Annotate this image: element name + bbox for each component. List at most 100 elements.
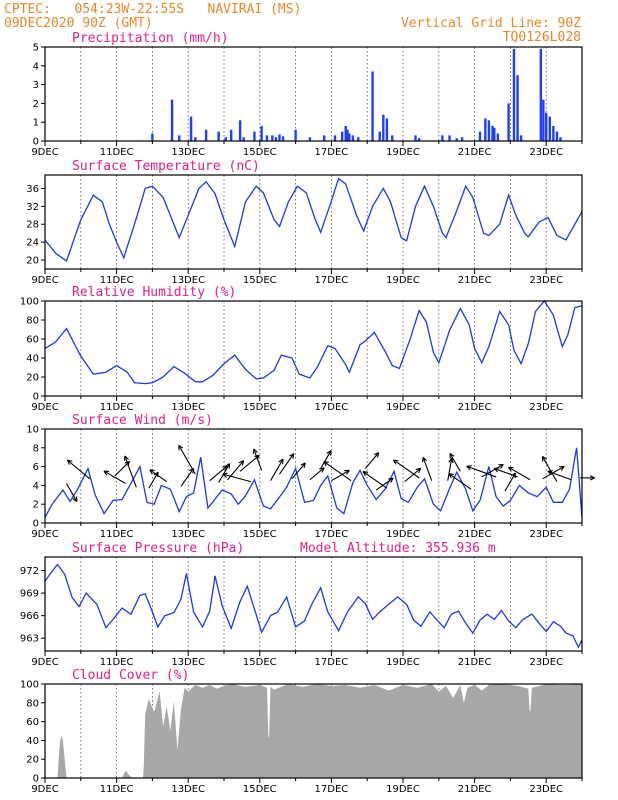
x-tick-label: 15DEC: [243, 147, 277, 158]
x-tick-label: 9DEC: [31, 784, 58, 795]
precip-bar: [496, 133, 500, 141]
precip-bar: [253, 131, 256, 141]
x-tick-label: 11DEC: [100, 275, 134, 286]
panel-temp: 20 24 28 32 36 9DEC 11DEC 13DEC 15DEC 17DEC 19DEC 2…: [26, 159, 583, 286]
y-tick-label: 963: [20, 634, 39, 645]
panel-precip: 0 1 2 3 4 5 9DEC 11DEC 13DEC 15DEC 17DEC 19DEC 21DEC…: [31, 31, 583, 158]
wind-arrow: [364, 452, 380, 469]
wind-arrow: [66, 459, 91, 480]
y-tick-label: 100: [20, 297, 39, 308]
x-tick-label: 21DEC: [458, 402, 492, 413]
precip-bar: [487, 120, 491, 141]
x-tick-label: 9DEC: [31, 529, 58, 540]
y-tick-label: 80: [26, 698, 39, 709]
precip-bar: [555, 131, 559, 141]
panel-pressure: 963 966 969 972 9DEC 11DEC 13DEC 15DEC 17DEC 19DE…: [20, 541, 583, 668]
header-run: 09DEC2020 90Z (GMT): [4, 16, 153, 31]
wind-arrow: [103, 470, 126, 484]
precip-bar: [348, 133, 351, 141]
wind-arrow: [291, 462, 306, 480]
y-tick-label: 0: [33, 519, 39, 530]
precip-bar: [260, 125, 263, 141]
wind-arrow: [422, 456, 433, 481]
x-tick-label: 21DEC: [458, 529, 492, 540]
x-tick-label: 13DEC: [171, 147, 205, 158]
precip-bar: [271, 135, 274, 141]
precip-bar: [512, 48, 516, 141]
precip-bar: [340, 131, 344, 141]
wind-arrow: [404, 467, 422, 483]
plot-frame: [44, 556, 583, 652]
wind-arrow: [252, 448, 263, 471]
x-tick-label: 13DEC: [171, 657, 205, 668]
y-tick-label: 40: [26, 736, 39, 747]
precip-bar: [194, 137, 197, 141]
y-tick-label: 20: [26, 755, 39, 766]
precip-bar: [344, 125, 347, 141]
y-tick-label: 28: [26, 220, 39, 231]
wind-arrows: [66, 444, 595, 502]
precip-bar: [278, 134, 281, 141]
precip-bar: [274, 137, 278, 141]
x-tick-label: 15DEC: [243, 784, 277, 795]
panel-title: Surface Temperature (nC): [72, 159, 260, 174]
x-tick-label: 15DEC: [243, 529, 277, 540]
y-tick-label: 1: [33, 118, 39, 129]
x-tick-label: 11DEC: [100, 657, 134, 668]
precip-bar: [491, 125, 494, 141]
plot-frame: [44, 46, 583, 142]
wind-arrow: [393, 459, 420, 479]
wind-arrow: [279, 453, 295, 475]
precip-bar: [217, 131, 220, 141]
x-tick-label: 13DEC: [171, 402, 205, 413]
wind-arrow: [149, 469, 168, 483]
x-tick-label: 13DEC: [171, 784, 205, 795]
precip-bar: [414, 135, 417, 141]
y-tick-label: 6: [33, 462, 39, 473]
x-tick-label: 9DEC: [31, 147, 58, 158]
precip-bar: [559, 137, 562, 141]
precip-bar: [493, 127, 496, 141]
wind-arrow: [542, 465, 565, 480]
precip-bar: [455, 138, 458, 141]
x-tick-label: 11DEC: [100, 402, 134, 413]
precip-bar: [478, 131, 482, 141]
precip-bar: [294, 129, 297, 141]
precip-bar: [346, 129, 349, 141]
wind-arrow: [123, 455, 137, 488]
plot-frame: [44, 300, 583, 397]
x-tick-label: 23DEC: [529, 147, 563, 158]
wind-arrow: [218, 463, 231, 483]
wind-arrow: [222, 472, 251, 483]
precip-bar: [189, 116, 193, 141]
y-tick-label: 0: [33, 392, 39, 403]
precip-bar: [265, 135, 269, 141]
y-tick-label: 36: [26, 184, 39, 195]
header: CPTEC: 054:23W-22:55S NAVIRAI (MS) 09DEC…: [4, 2, 581, 45]
wind-arrow: [331, 469, 350, 482]
x-tick-label: 15DEC: [243, 402, 277, 413]
wind-arrow: [320, 450, 332, 469]
wind-arrow: [323, 461, 352, 482]
precip-bar: [552, 125, 555, 141]
precip-bar: [357, 137, 360, 141]
y-tick-label: 8: [33, 443, 39, 454]
panel-title: Precipitation (mm/h): [72, 31, 229, 46]
x-tick-label: 11DEC: [100, 147, 134, 158]
x-tick-label: 17DEC: [315, 529, 349, 540]
x-tick-label: 23DEC: [529, 657, 563, 668]
panel-wind: 0 2 4 6 8 10 9DEC 11DEC 13DEC 15DEC 17DEC 19DEC 21DE…: [26, 413, 595, 540]
precip-bar: [238, 120, 242, 141]
temp-series-line: [44, 177, 583, 262]
precip-bar: [224, 137, 227, 141]
y-tick-label: 100: [20, 680, 39, 691]
panel-humidity: 0 20 40 60 80 100 9DEC 11DEC 13DEC 15DEC 17DEC 19DE…: [20, 285, 583, 413]
x-tick-label: 23DEC: [529, 275, 563, 286]
x-tick-label: 11DEC: [100, 784, 134, 795]
precip-bar: [545, 112, 548, 141]
x-tick-label: 17DEC: [315, 657, 349, 668]
x-tick-label: 13DEC: [171, 275, 205, 286]
y-tick-label: 0: [33, 774, 39, 785]
precip-bar: [351, 135, 355, 141]
plot-frame: [44, 683, 583, 779]
